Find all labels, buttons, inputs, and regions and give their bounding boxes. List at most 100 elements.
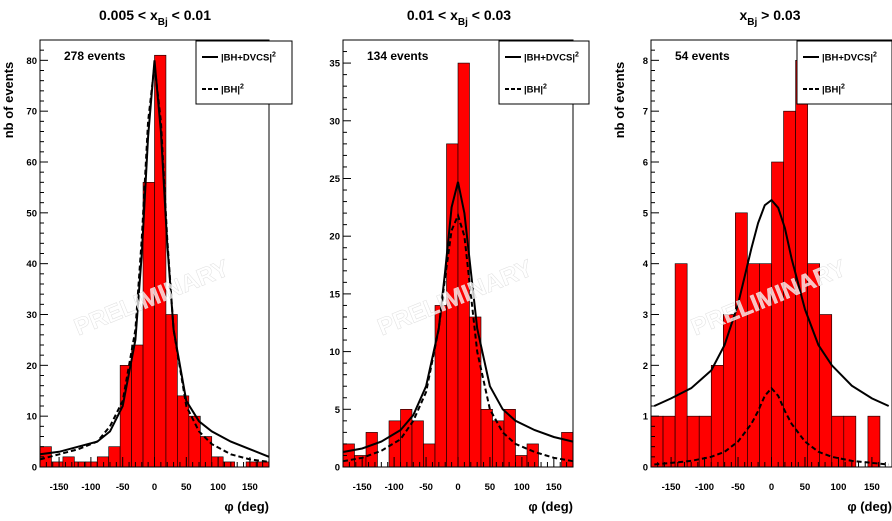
histogram-bar [211,456,224,468]
legend-box [195,40,293,105]
histogram-bar [434,305,447,468]
y-tick-label: 0 [32,463,37,474]
y-tick-label: 60 [26,158,37,169]
panel-2: 0 5 10 15 20 25 30 35 -150 -100 -50 0 50 100 150 φ (deg… [329,7,590,514]
x-axis-label: φ (deg) [224,499,269,514]
histogram-bar [85,461,98,468]
legend-label: |BH|2 [524,84,547,96]
chart-title: xBj > 0.03 [740,7,801,28]
x-tick-label: -50 [116,482,130,493]
y-tick-label: 35 [329,59,340,70]
y-tick-label: 1 [643,412,649,423]
x-tick-label: -100 [695,482,714,493]
x-tick-label: 100 [831,482,847,493]
histogram-bar [819,314,833,468]
y-tick-label: 6 [643,158,648,169]
x-tick-label: 0 [769,482,774,493]
histogram-bar [480,408,493,468]
panel-1: 0 10 20 30 40 50 60 70 80 -150 -100 -50 0 50 100 150 φ (… [1,7,293,514]
histogram-bar [674,263,688,468]
y-tick-label: 5 [643,208,649,219]
y-axis-label: nb of events [1,62,16,139]
histogram-bar [492,420,505,468]
histogram-bar [131,344,144,468]
histogram-bar [515,455,528,468]
y-tick-label: 0 [643,463,648,474]
y-tick-label: 3 [643,310,648,321]
curve-bh [342,212,574,463]
x-tick-label: 150 [242,482,258,493]
histogram-bar [698,415,712,468]
legend-label: |BH|2 [221,84,244,96]
histogram-bar [365,432,378,468]
legend-box [498,40,590,105]
y-tick-label: 5 [335,405,341,416]
x-tick-label: -100 [385,482,404,493]
histogram-bar [200,436,213,468]
legend: |BH+DVCS|2 |BH|2 [498,40,590,105]
legend-box [796,40,892,105]
curve-bh [654,386,889,466]
x-tick-label: 150 [864,482,880,493]
histogram-bar [650,415,664,468]
histogram-bars [342,62,574,468]
legend-label: |BH+DVCS|2 [822,52,877,64]
legend: |BH+DVCS|2 |BH|2 [195,40,293,105]
histogram-bar [867,415,881,468]
curve-bh-dvcs [342,181,574,453]
x-tick-label: -150 [353,482,372,493]
chart-title: 0.005 < xBj < 0.01 [99,7,211,28]
histogram-bar [710,365,724,468]
x-tick-label: 50 [485,482,496,493]
histogram-bar [62,456,75,468]
histogram-bars [39,54,270,468]
histogram-bar [142,182,155,468]
chart-title: 0.01 < xBj < 0.03 [407,7,511,28]
y-tick-label: 2 [643,361,648,372]
y-tick-label: 4 [643,259,649,270]
x-tick-label: 50 [800,482,811,493]
histogram-bar [411,420,424,468]
x-tick-label: -100 [81,482,100,493]
y-tick-label: 0 [335,463,340,474]
y-tick-label: 10 [329,347,340,358]
histogram-bar [735,212,748,468]
events-count-label: 54 events [675,49,730,63]
x-tick-label: -150 [662,482,681,493]
legend-label: |BH+DVCS|2 [221,52,276,64]
legend-label: |BH|2 [822,84,845,96]
x-tick-label: 100 [210,482,226,493]
x-tick-label: -150 [50,482,69,493]
histogram-bar [388,420,401,468]
x-tick-label: 0 [455,482,460,493]
events-count-label: 134 events [367,49,429,63]
y-tick-label: 70 [26,107,37,118]
histogram-bar [423,443,436,468]
histogram-bar [257,461,270,468]
histogram-bar [662,415,676,468]
histogram-bar [96,456,109,468]
y-tick-label: 30 [26,310,37,321]
x-axis-label: φ (deg) [528,499,573,514]
y-tick-label: 80 [26,56,37,67]
x-tick-label: -50 [731,482,745,493]
y-tick-label: 30 [329,116,340,127]
panel-3: 0 1 2 3 4 5 6 7 8 -150 -100 -50 0 50 100 150 φ (deg) nb o… [612,7,892,514]
legend: |BH+DVCS|2 |BH|2 [796,40,892,105]
y-tick-label: 20 [329,232,340,243]
histogram-bars [650,60,881,468]
y-axis-label: nb of events [612,62,627,139]
x-tick-label: 0 [152,482,157,493]
x-axis-label: φ (deg) [847,499,892,514]
y-tick-label: 7 [643,107,648,118]
legend-label: |BH+DVCS|2 [524,52,579,64]
x-tick-label: 150 [546,482,562,493]
events-count-label: 278 events [64,49,126,63]
y-tick-label: 20 [26,361,37,372]
y-tick-label: 15 [329,289,340,300]
y-tick-label: 10 [26,412,37,423]
x-tick-label: -50 [419,482,433,493]
curve-bh-dvcs [653,198,890,407]
